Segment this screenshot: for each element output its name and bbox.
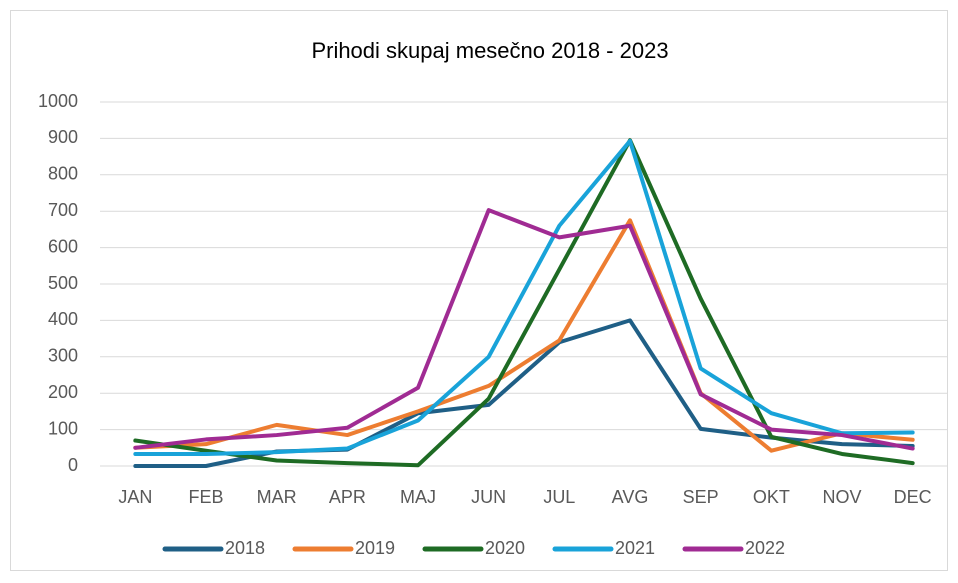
y-tick-label: 300 bbox=[48, 346, 78, 366]
y-tick-label: 900 bbox=[48, 127, 78, 147]
y-tick-label: 400 bbox=[48, 309, 78, 329]
x-tick-label: MAR bbox=[257, 487, 297, 507]
x-tick-label: APR bbox=[329, 487, 366, 507]
series-line bbox=[133, 138, 915, 456]
y-tick-label: 800 bbox=[48, 164, 78, 184]
y-tick-label: 700 bbox=[48, 200, 78, 220]
x-tick-label: SEP bbox=[683, 487, 719, 507]
legend-label: 2018 bbox=[225, 538, 265, 558]
x-tick-label: JAN bbox=[118, 487, 152, 507]
y-tick-label: 600 bbox=[48, 236, 78, 256]
series-line bbox=[133, 138, 915, 468]
x-tick-label: NOV bbox=[822, 487, 861, 507]
series-line bbox=[133, 218, 915, 453]
x-tick-label: JUL bbox=[543, 487, 575, 507]
x-tick-label: MAJ bbox=[400, 487, 436, 507]
series-line bbox=[133, 208, 915, 451]
x-tick-label: JUN bbox=[471, 487, 506, 507]
legend-label: 2019 bbox=[355, 538, 395, 558]
y-tick-label: 500 bbox=[48, 273, 78, 293]
x-tick-label: FEB bbox=[188, 487, 223, 507]
y-tick-label: 1000 bbox=[38, 91, 78, 111]
x-tick-label: AVG bbox=[612, 487, 649, 507]
chart-frame bbox=[10, 10, 948, 571]
y-tick-label: 100 bbox=[48, 418, 78, 438]
y-tick-label: 0 bbox=[68, 455, 78, 475]
x-tick-label: OKT bbox=[753, 487, 790, 507]
legend-label: 2022 bbox=[745, 538, 785, 558]
y-tick-label: 200 bbox=[48, 382, 78, 402]
legend-label: 2020 bbox=[485, 538, 525, 558]
legend-label: 2021 bbox=[615, 538, 655, 558]
chart-title: Prihodi skupaj mesečno 2018 - 2023 bbox=[311, 38, 668, 63]
x-tick-label: DEC bbox=[894, 487, 932, 507]
